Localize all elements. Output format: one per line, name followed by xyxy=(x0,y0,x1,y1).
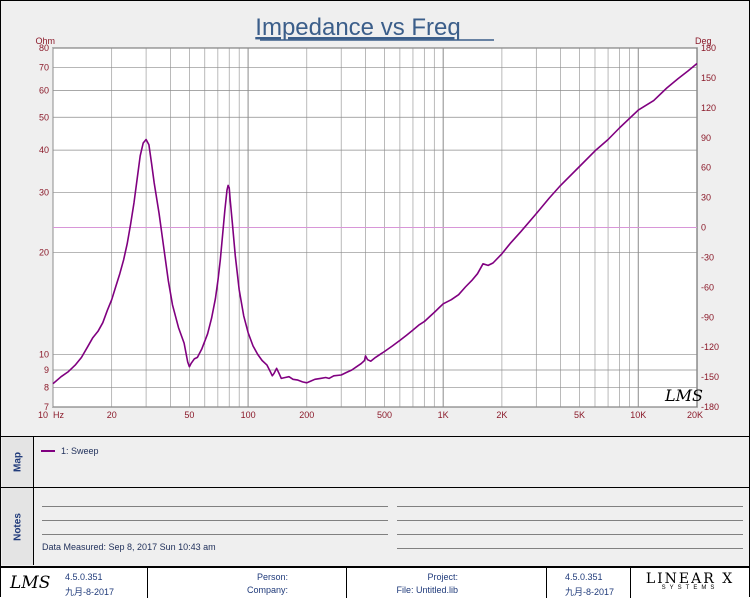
legend-swatch xyxy=(41,450,55,452)
y-right-tick-label: -150 xyxy=(701,372,719,382)
watermark-logo: LMS xyxy=(664,386,703,405)
y-right-tick-label: -120 xyxy=(701,342,719,352)
note-line[interactable] xyxy=(397,548,743,549)
y-left-tick-label: 30 xyxy=(39,188,49,198)
y-right-tick-label: -90 xyxy=(701,312,714,322)
linearx-logo-subtext: SYSTEMS xyxy=(661,585,719,591)
series-line-sweep xyxy=(52,62,698,385)
footer-cell-project: Project: File: Untitled.lib xyxy=(347,568,547,598)
y-left-tick-label: 70 xyxy=(39,63,49,73)
x-tick-label: 5K xyxy=(574,410,585,420)
y-right-tick-label: 90 xyxy=(701,133,711,143)
y-right-tick-label: 150 xyxy=(701,73,716,83)
note-line[interactable] xyxy=(397,534,743,535)
y-left-tick-label: 8 xyxy=(44,382,49,392)
lms-logo: LMS xyxy=(10,573,51,593)
map-tab[interactable]: Map xyxy=(2,437,34,487)
y-right-tick-label: 180 xyxy=(701,43,716,53)
x-tick-label: 100 xyxy=(241,410,256,420)
x-tick-label: 2K xyxy=(496,410,507,420)
footer-bar: LMS 4.5.0.351 九月-8-2017 Person: Company:… xyxy=(1,566,749,598)
legend-label: 1: Sweep xyxy=(61,446,99,456)
x-tick-label: 20 xyxy=(107,410,117,420)
impedance-chart: 7 8 9 10 20 30 40 50 60 70 80 -180 -150 -120 -90 -60 -30… xyxy=(1,1,749,436)
x-tick-label: 1K xyxy=(438,410,449,420)
note-line[interactable] xyxy=(42,534,388,535)
legend-entry: 1: Sweep xyxy=(41,446,99,456)
note-line[interactable] xyxy=(397,506,743,507)
footer-cell-version: LMS 4.5.0.351 九月-8-2017 xyxy=(1,568,148,598)
map-tab-label: Map xyxy=(12,452,23,472)
note-line[interactable] xyxy=(397,520,743,521)
note-line[interactable] xyxy=(42,506,388,507)
y-right-tick-label: 120 xyxy=(701,103,716,113)
right-unit-label: Deg xyxy=(695,36,712,46)
y-right-tick-label: -30 xyxy=(701,252,714,262)
x-tick-label: 20K xyxy=(687,410,703,420)
footer-cell-person: Person: Company: xyxy=(148,568,347,598)
series-layer xyxy=(52,62,698,385)
footer-cell-version-right: 4.5.0.351 九月-8-2017 xyxy=(547,568,631,598)
grid xyxy=(52,47,698,408)
person-label: Person: xyxy=(256,572,288,582)
chart-title: Impedance vs Freq xyxy=(255,14,460,41)
note-line[interactable] xyxy=(42,520,388,521)
y-right-tick-label: 30 xyxy=(701,193,711,203)
project-label: Project: xyxy=(427,572,458,582)
y-left-tick-label: 10 xyxy=(39,349,49,359)
linearx-logo: LINEAR X SYSTEMS xyxy=(634,571,746,591)
left-unit-label: Ohm xyxy=(35,36,55,46)
y-left-tick-label: 9 xyxy=(44,365,49,375)
date-right: 九月-8-2017 xyxy=(565,587,615,597)
panel-divider xyxy=(1,487,749,488)
notes-tab-label: Notes xyxy=(12,512,23,541)
axis-ticks: 7 8 9 10 20 30 40 50 60 70 80 -180 -150 -120 -90 -60 -30… xyxy=(35,36,719,420)
y-left-tick-label: 20 xyxy=(39,247,49,257)
y-right-tick-label: -60 xyxy=(701,282,714,292)
y-left-tick-label: 60 xyxy=(39,85,49,95)
x-tick-label: 500 xyxy=(377,410,392,420)
file-label: File: Untitled.lib xyxy=(396,585,458,595)
y-left-tick-label: 40 xyxy=(39,145,49,155)
x-tick-label: 10 Hz xyxy=(38,410,65,420)
panel-divider xyxy=(1,436,749,437)
y-right-tick-label: 60 xyxy=(701,163,711,173)
notes-tab[interactable]: Notes xyxy=(2,488,34,565)
company-label: Company: xyxy=(246,585,288,595)
y-left-tick-label: 80 xyxy=(39,43,49,53)
x-tick-label: 200 xyxy=(299,410,314,420)
y-left-tick-label: 7 xyxy=(44,402,49,412)
x-tick-label: 50 xyxy=(184,410,194,420)
date-left: 九月-8-2017 xyxy=(65,587,115,597)
data-measured-text: Data Measured: Sep 8, 2017 Sun 10:43 am xyxy=(42,542,216,552)
version-right: 4.5.0.351 xyxy=(565,572,603,582)
y-right-tick-label: -180 xyxy=(701,402,719,412)
y-right-tick-label: 0 xyxy=(701,223,706,233)
linearx-logo-text: LINEAR X xyxy=(645,571,735,587)
x-tick-label: 10K xyxy=(630,410,646,420)
version-left: 4.5.0.351 xyxy=(65,572,103,582)
y-left-tick-label: 50 xyxy=(39,112,49,122)
